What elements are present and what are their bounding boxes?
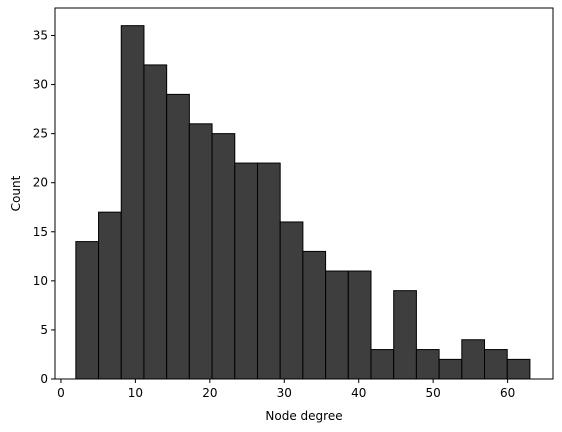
y-tick-label: 10 (33, 274, 48, 288)
histogram-bar (506, 358, 531, 380)
y-tick-label: 0 (40, 372, 48, 386)
x-tick-label: 50 (426, 386, 441, 400)
x-tick-label: 60 (500, 386, 515, 400)
histogram-bar (98, 211, 122, 380)
histogram-bar (256, 162, 281, 380)
x-axis-ticks: 0 10 20 30 40 50 60 (57, 379, 515, 400)
y-tick-label: 15 (33, 225, 48, 239)
histogram-bar (279, 221, 304, 380)
x-axis-label: Node degree (265, 409, 342, 423)
x-tick-label: 40 (351, 386, 366, 400)
histogram-bar (461, 339, 486, 380)
histogram-bar (438, 358, 463, 380)
histogram-bar (166, 93, 190, 380)
histogram-bar (347, 270, 372, 380)
x-tick-label: 0 (57, 386, 65, 400)
histogram-bar (484, 349, 508, 380)
y-axis-label: Count (9, 175, 23, 211)
histogram-bar (75, 241, 100, 380)
y-tick-label: 30 (33, 78, 48, 92)
histogram-bar (234, 162, 258, 380)
histogram-bar (393, 290, 417, 380)
y-axis-ticks: 0 5 10 15 20 25 30 35 (33, 28, 55, 386)
histogram-bar (325, 270, 349, 380)
x-tick-label: 20 (202, 386, 217, 400)
histogram-bar (302, 250, 327, 380)
y-tick-label: 35 (33, 28, 48, 42)
histogram-bar (188, 123, 213, 380)
x-tick-label: 30 (277, 386, 292, 400)
histogram-bar (211, 133, 236, 380)
axes-frame (54, 7, 554, 380)
x-tick-label: 10 (128, 386, 143, 400)
y-tick-label: 20 (33, 176, 48, 190)
histogram-bar (143, 64, 168, 380)
histogram-bar (415, 349, 440, 380)
bars-group (75, 25, 531, 380)
histogram-bar (120, 25, 145, 380)
histogram-bar (370, 349, 395, 380)
y-tick-label: 5 (40, 323, 48, 337)
y-tick-label: 25 (33, 127, 48, 141)
